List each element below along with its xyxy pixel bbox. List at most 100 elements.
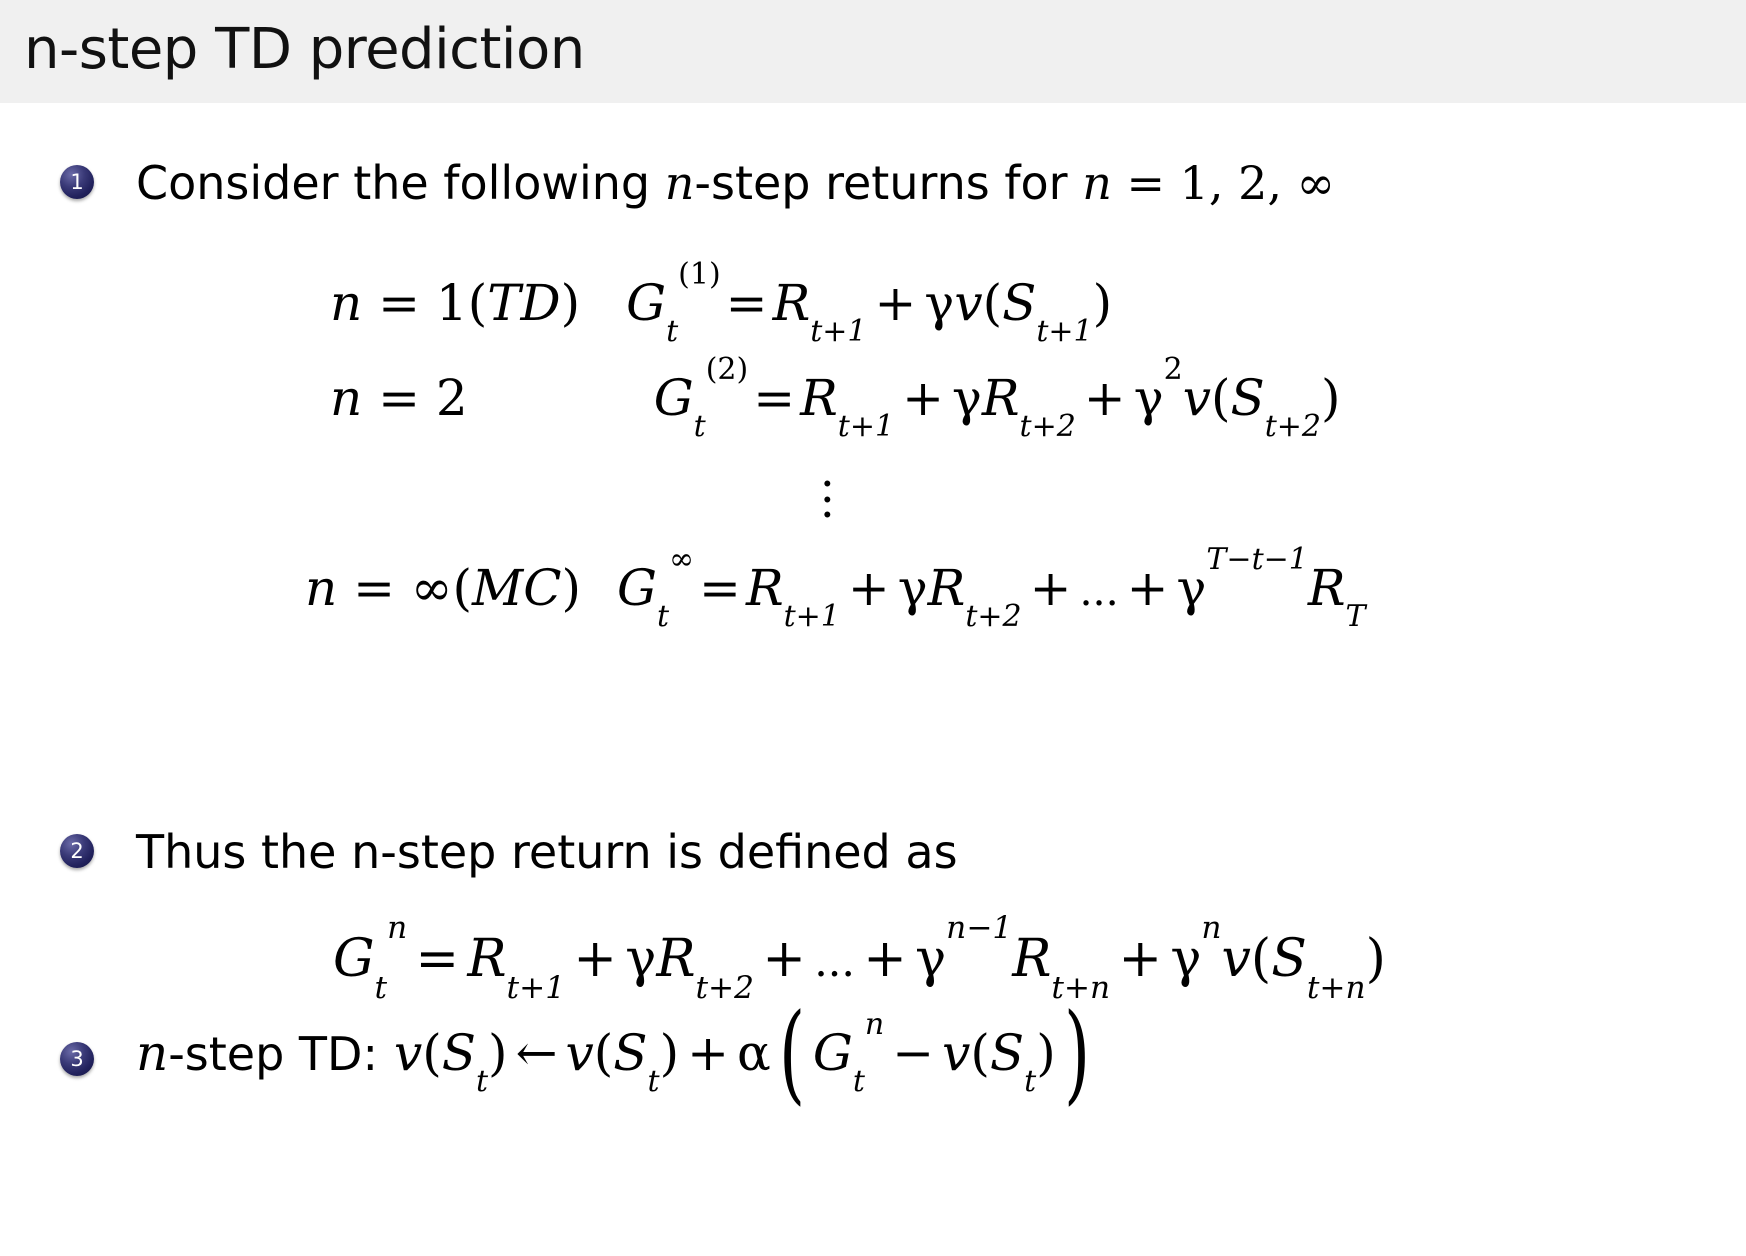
eq3u-v2-sub: t bbox=[647, 1063, 660, 1099]
equation-line-2: n = 2 Gt(2) = Rt+1 + γRt+2 + γ2v(St+2) bbox=[330, 354, 1341, 441]
eqn-plus-2: + bbox=[762, 929, 806, 989]
eq1-condition-n: n bbox=[330, 274, 363, 332]
eq1-condition-close: ) bbox=[560, 274, 581, 332]
bullet-3-var-n: n bbox=[136, 1024, 169, 1082]
eq3u-v2-open: ( bbox=[593, 1024, 614, 1082]
eq3u-alpha: α bbox=[736, 1024, 771, 1082]
eq3u-v1-open: ( bbox=[422, 1024, 442, 1082]
eq2-close-paren: ) bbox=[1321, 369, 1341, 427]
eq3-equals: = bbox=[699, 559, 741, 617]
eq3-ellipsis: ... bbox=[1079, 567, 1119, 615]
eq3u-G-sup: n bbox=[864, 1006, 885, 1042]
bullet-1-var-n2: n bbox=[1082, 156, 1112, 210]
eq2-term2-R: R bbox=[981, 369, 1020, 427]
eq1-S-sub: t+1 bbox=[1036, 313, 1093, 349]
eq3-term3-R: R bbox=[1307, 559, 1346, 617]
eq2-lhs-G: G bbox=[653, 369, 694, 427]
eqn-term3-sub: t+n bbox=[1051, 969, 1111, 1006]
eq3u-v1: v bbox=[393, 1024, 423, 1082]
eq3-term3-sub: T bbox=[1345, 598, 1366, 634]
eqn-plus-3: + bbox=[863, 929, 907, 989]
eq3u-v3-sub: t bbox=[1024, 1063, 1037, 1099]
eq2-gamma-2: γ bbox=[1133, 369, 1164, 427]
eq2-lhs-sup: (2) bbox=[705, 351, 749, 387]
eqn-close-paren: ) bbox=[1365, 929, 1386, 989]
vdots-dot-3: . bbox=[820, 474, 835, 529]
eq3-condition-n: n bbox=[305, 559, 338, 617]
eqn-lhs-sub: t bbox=[374, 969, 388, 1006]
eq2-plus-2: + bbox=[1083, 369, 1126, 427]
eq3u-minus: − bbox=[892, 1024, 935, 1082]
eq3u-G-sub: t bbox=[852, 1063, 865, 1099]
eq3u-v2-S: S bbox=[613, 1024, 648, 1082]
bullet-3-label: -step TD: bbox=[168, 1027, 378, 1081]
equation-nstep-return: Gtn= Rt+1 + γRt+2 +... + γn−1Rt+n + γnv(St+n) bbox=[333, 913, 1386, 1004]
bullet-1-var-n: n bbox=[664, 156, 695, 210]
eqn-S-sub: t+n bbox=[1306, 969, 1366, 1006]
eqn-term2-sub: t+2 bbox=[695, 969, 755, 1006]
eq1-lhs-G: G bbox=[626, 274, 667, 332]
eqn-gamma-1: γ bbox=[625, 929, 657, 989]
bullet-item-2-text: Thus the n-step return is defined as bbox=[136, 825, 958, 879]
eq1-S: S bbox=[1002, 274, 1037, 332]
eq3-condition-name: MC bbox=[472, 559, 562, 617]
eq3-term2-R: R bbox=[927, 559, 966, 617]
eq3-gamma-2: γ bbox=[1176, 559, 1207, 617]
eq3u-v2-close: ) bbox=[659, 1024, 680, 1082]
eq2-term2-sub: t+2 bbox=[1019, 408, 1076, 444]
eq1-condition-eq: = 1( bbox=[362, 274, 488, 332]
eq3-lhs-G: G bbox=[617, 559, 657, 617]
eq3-condition-eq: = ∞( bbox=[337, 559, 473, 617]
eq1-gamma: γ bbox=[924, 274, 955, 332]
eqn-lhs-sup: n bbox=[387, 910, 408, 947]
equation-line-1: n = 1(TD) Gt(1) = Rt+1 + γv(St+1) bbox=[330, 259, 1112, 346]
eq3-plus-2: + bbox=[1029, 559, 1072, 617]
equation-line-3: n = ∞(MC) Gt∞ = Rt+1 + γRt+2 +... + γT−t−1RT bbox=[305, 544, 1366, 631]
eq3u-v2: v bbox=[565, 1024, 594, 1082]
eq1-term1-sub: t+1 bbox=[810, 313, 867, 349]
eq2-S: S bbox=[1230, 369, 1265, 427]
eq3-plus-1: + bbox=[847, 559, 890, 617]
eq1-condition-name: TD bbox=[487, 274, 561, 332]
eq3-condition-close: ) bbox=[561, 559, 582, 617]
eq2-lhs-sub: t bbox=[693, 408, 706, 444]
eq3u-v3: v bbox=[942, 1024, 971, 1082]
eq2-gamma-2-exp: 2 bbox=[1163, 351, 1183, 387]
eq2-plus-1: + bbox=[902, 369, 944, 427]
eq1-close-paren: ) bbox=[1092, 274, 1113, 332]
eq2-v: v bbox=[1182, 369, 1211, 427]
eqn-plus-1: + bbox=[573, 929, 617, 989]
bullet-1-part-a: Consider the following bbox=[136, 156, 665, 210]
eq1-lhs-sub: t bbox=[666, 313, 679, 349]
eqn-plus-4: + bbox=[1118, 929, 1163, 989]
bullet-1-part-e: = 1, 2, ∞ bbox=[1111, 156, 1335, 210]
bullet-badge-1: 1 bbox=[60, 165, 94, 199]
eq2-S-sub: t+2 bbox=[1264, 408, 1321, 444]
bullet-item-1-text: Consider the following n-step returns fo… bbox=[136, 160, 1335, 206]
eq1-equals: = bbox=[725, 274, 768, 332]
eq3u-v1-S: S bbox=[441, 1024, 476, 1082]
eqn-lhs-G: G bbox=[333, 929, 375, 989]
eq3u-arrow: ← bbox=[515, 1024, 558, 1082]
eq1-plus: + bbox=[874, 274, 917, 332]
eqn-gamma-3-exp: n bbox=[1201, 910, 1222, 947]
eq3u-plus: + bbox=[687, 1024, 729, 1082]
bullet-badge-3: 3 bbox=[60, 1042, 94, 1076]
eq3-term1-R: R bbox=[745, 559, 784, 617]
eq3u-v1-close: ) bbox=[488, 1024, 508, 1082]
eqn-ellipsis: ... bbox=[814, 937, 855, 987]
eqn-gamma-2: γ bbox=[915, 929, 947, 989]
vertical-ellipsis: . . . bbox=[820, 448, 835, 529]
eq3-gamma-2-exp: T−t−1 bbox=[1206, 541, 1308, 577]
eq2-equals: = bbox=[753, 369, 796, 427]
bullet-badge-2: 2 bbox=[60, 834, 94, 868]
bullet-item-3-text: n-step TD: v(St) ← v(St) + α(Gtn − v(St)) bbox=[136, 991, 1090, 1116]
slide-header-band: n-step TD prediction bbox=[0, 0, 1746, 103]
eqn-gamma-2-exp: n−1 bbox=[946, 910, 1013, 947]
eqn-open-paren: ( bbox=[1250, 929, 1272, 989]
eq2-open-paren: ( bbox=[1210, 369, 1231, 427]
eq2-condition-n: n bbox=[330, 369, 363, 427]
eqn-v: v bbox=[1221, 929, 1251, 989]
eqn-term1-sub: t+1 bbox=[506, 969, 566, 1006]
bullet-1-part-c: -step returns for bbox=[694, 156, 1083, 210]
